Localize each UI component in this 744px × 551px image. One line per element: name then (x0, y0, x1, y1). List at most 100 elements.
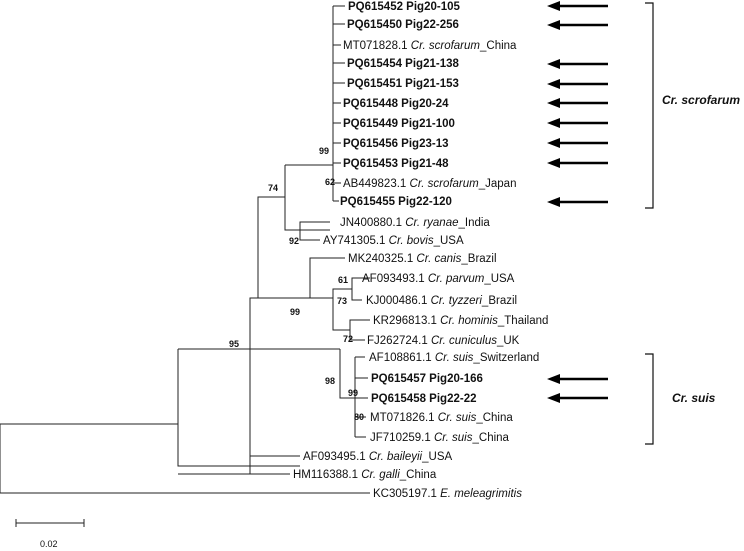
arrow-pig23-13 (547, 138, 608, 148)
taxon-label-part: PQ615455 Pig22-120 (340, 196, 452, 208)
taxon-label-part: KR296813.1 (373, 315, 440, 327)
bootstrap-value: 62 (325, 177, 335, 187)
taxon-label-part: MK240325.1 (348, 253, 416, 265)
taxon-label-part: AF093493.1 (362, 273, 428, 285)
bootstrap-value: 92 (289, 236, 299, 246)
node-74-99-split (249, 297, 340, 350)
suis-stem (339, 349, 355, 399)
taxon-label-part: PQ615451 Pig21-153 (347, 78, 459, 90)
taxon-label-part: _USA (433, 235, 464, 247)
taxon-label: AY741305.1 Cr. bovis_USA (323, 235, 464, 247)
taxon-label: AB449823.1 Cr. scrofarum_Japan (343, 178, 516, 190)
bootstrap-values: 99 62 74 92 61 73 99 72 95 98 99 80 (229, 146, 364, 422)
root-branch (0, 424, 370, 494)
arrow-pig22-256 (547, 20, 608, 30)
taxon-label-part: PQ615452 Pig20-105 (348, 1, 460, 13)
node-x-branch (257, 196, 285, 298)
taxon-label-part: _UK (496, 335, 520, 347)
taxon-label-part: JF710259.1 (370, 432, 434, 444)
taxon-label-part: AB449823.1 (343, 178, 410, 190)
taxon-label: PQ615451 Pig21-153 (347, 78, 459, 90)
taxon-label-part: Cr. suis (434, 432, 473, 444)
taxon-label-part: Cr. galli (361, 469, 400, 481)
taxon-label: AF093493.1 Cr. parvum_USA (362, 273, 515, 285)
taxon-label-part: KC305197.1 (373, 488, 440, 500)
taxon-label-part: AF093495.1 (303, 451, 369, 463)
taxon-label: PQ615453 Pig21-48 (343, 158, 449, 170)
taxon-label-part: PQ615454 Pig21-138 (347, 58, 459, 70)
taxon-label-part: MT071828.1 (343, 40, 411, 52)
taxon-label-part: AY741305.1 (323, 235, 389, 247)
node-73-branch (332, 277, 370, 301)
arrow-pig21-138 (547, 59, 608, 69)
taxon-label: MK240325.1 Cr. canis_Brazil (348, 253, 497, 265)
taxon-label: PQ615450 Pig22-256 (347, 19, 459, 31)
bootstrap-value: 61 (338, 275, 348, 285)
bootstrap-value: 99 (319, 146, 329, 156)
taxon-label-part: PQ615458 Pig22-22 (371, 393, 477, 405)
taxon-label-part: _Brazil (481, 295, 517, 307)
taxon-label: PQ615449 Pig21-100 (343, 118, 455, 130)
taxon-label-part: JN400880.1 (340, 217, 405, 229)
taxon-label-part: Cr. ryanae (405, 217, 458, 229)
scrofarum-tips (333, 5, 345, 202)
taxon-labels: PQ615452 Pig20-105 PQ615450 Pig22-256 MT… (293, 1, 548, 500)
taxon-label-part: PQ615457 Pig20-166 (371, 373, 483, 385)
taxon-label-part: MT071826.1 (370, 412, 438, 424)
taxon-label: PQ615456 Pig23-13 (343, 138, 449, 150)
taxon-label-part: Cr. parvum (428, 273, 485, 285)
taxon-label-part: PQ615450 Pig22-256 (347, 19, 459, 31)
taxon-label: MT071828.1 Cr. scrofarum_China (343, 40, 517, 52)
taxon-label: KR296813.1 Cr. hominis_Thailand (373, 315, 548, 327)
node-74-branch (284, 197, 330, 231)
main-ingroup-branch (178, 348, 251, 474)
taxon-label: MT071826.1 Cr. suis_China (370, 412, 513, 424)
taxon-label: PQ615454 Pig21-138 (347, 58, 459, 70)
bootstrap-value: 99 (290, 307, 300, 317)
tree-branches (0, 5, 370, 527)
taxon-label: PQ615448 Pig20-24 (343, 98, 449, 110)
taxon-label: KC305197.1 E. meleagrimitis (373, 488, 522, 500)
scrofarum-clade-label: Cr. scrofarum (662, 93, 740, 107)
arrow-pig21-48 (547, 158, 608, 168)
taxon-label: AF093495.1 Cr. baileyii_USA (303, 451, 452, 463)
taxon-label-part: PQ615448 Pig20-24 (343, 98, 449, 110)
node-95-branch (177, 349, 300, 467)
taxon-label-part: _China (399, 469, 437, 481)
node-72-branch (332, 298, 370, 341)
taxon-label-part: _USA (483, 273, 514, 285)
bootstrap-value: 74 (268, 183, 278, 193)
taxon-label-part: Cr. tyzzeri (431, 295, 483, 307)
scale-bar-label: 0.02 (40, 539, 58, 549)
taxon-label: AF108861.1 Cr. suis_Switzerland (369, 352, 539, 364)
taxon-label: JF710259.1 Cr. suis_China (370, 432, 510, 444)
bootstrap-value: 73 (337, 296, 347, 306)
taxon-label-part: Cr. suis (438, 412, 477, 424)
bootstrap-value: 99 (348, 388, 358, 398)
suis-tips (355, 356, 368, 438)
taxon-label-part: PQ615453 Pig21-48 (343, 158, 449, 170)
bootstrap-value: 80 (354, 412, 364, 422)
taxon-label-part: E. meleagrimitis (440, 488, 522, 500)
taxon-label-part: PQ615456 Pig23-13 (343, 138, 449, 150)
baileyii-branch (250, 455, 300, 475)
suis-clade-label: Cr. suis (672, 391, 716, 405)
arrow-pig21-153 (547, 79, 608, 89)
taxon-label-part: AF108861.1 (369, 352, 435, 364)
taxon-label-part: KJ000486.1 (366, 295, 431, 307)
taxon-label-part: _China (475, 412, 513, 424)
taxon-label: HM116388.1 Cr. galli_China (293, 469, 437, 481)
taxon-label: PQ615452 Pig20-105 (348, 1, 460, 13)
taxon-label-part: _Switzerland (472, 352, 539, 364)
arrow-pig22-120 (547, 197, 608, 207)
scrofarum-stem (284, 164, 333, 197)
taxon-label-part: _China (479, 40, 517, 52)
taxon-label: FJ262724.1 Cr. cuniculus_UK (367, 335, 520, 347)
bootstrap-value: 98 (325, 376, 335, 386)
taxon-label-part: _Brazil (460, 253, 496, 265)
taxon-label-part: Cr. canis (416, 253, 461, 265)
taxon-label-part: Cr. scrofarum (411, 40, 481, 52)
taxon-label-part: _Japan (478, 178, 517, 190)
